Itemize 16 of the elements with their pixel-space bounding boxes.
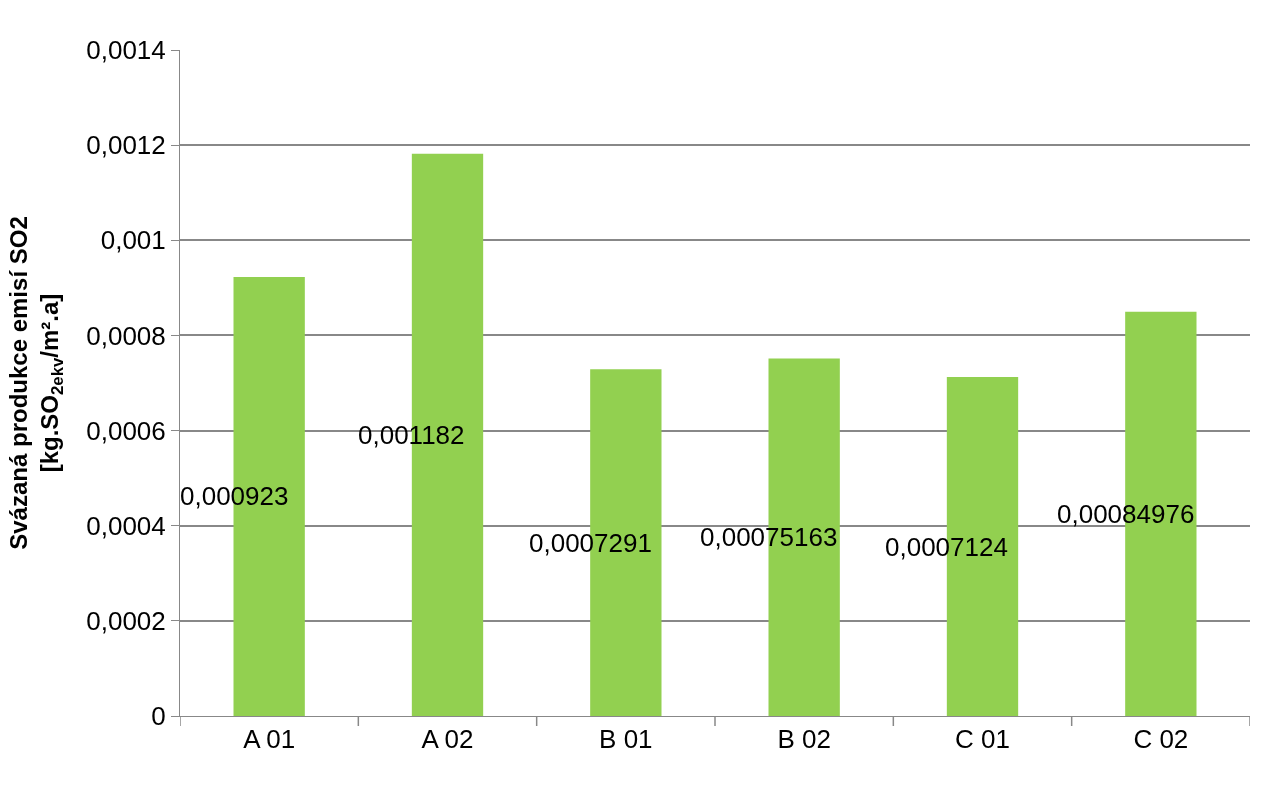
y-tick-label: 0,0012 — [86, 130, 166, 161]
y-tick-label: 0,0002 — [86, 605, 166, 636]
y-tick-label: 0,0014 — [86, 35, 166, 66]
y-tick-label: 0,001 — [100, 225, 166, 256]
x-tick-label: B 02 — [777, 724, 831, 755]
data-label: 0,001182 — [358, 420, 465, 450]
x-tick-label: B 01 — [599, 724, 653, 755]
x-tick-label: A 01 — [243, 724, 296, 755]
x-tick-label: C 02 — [1133, 724, 1189, 755]
y-tick-label: 0,0008 — [86, 320, 166, 351]
data-label: 0,0007124 — [885, 532, 1008, 562]
y-tick-label: 0,0004 — [86, 510, 166, 541]
x-tick-label: C 01 — [955, 724, 1010, 755]
y-tick-label: 0 — [151, 701, 166, 732]
x-tick-label: A 02 — [421, 724, 474, 755]
y-tick-label: 0,0006 — [86, 415, 166, 446]
